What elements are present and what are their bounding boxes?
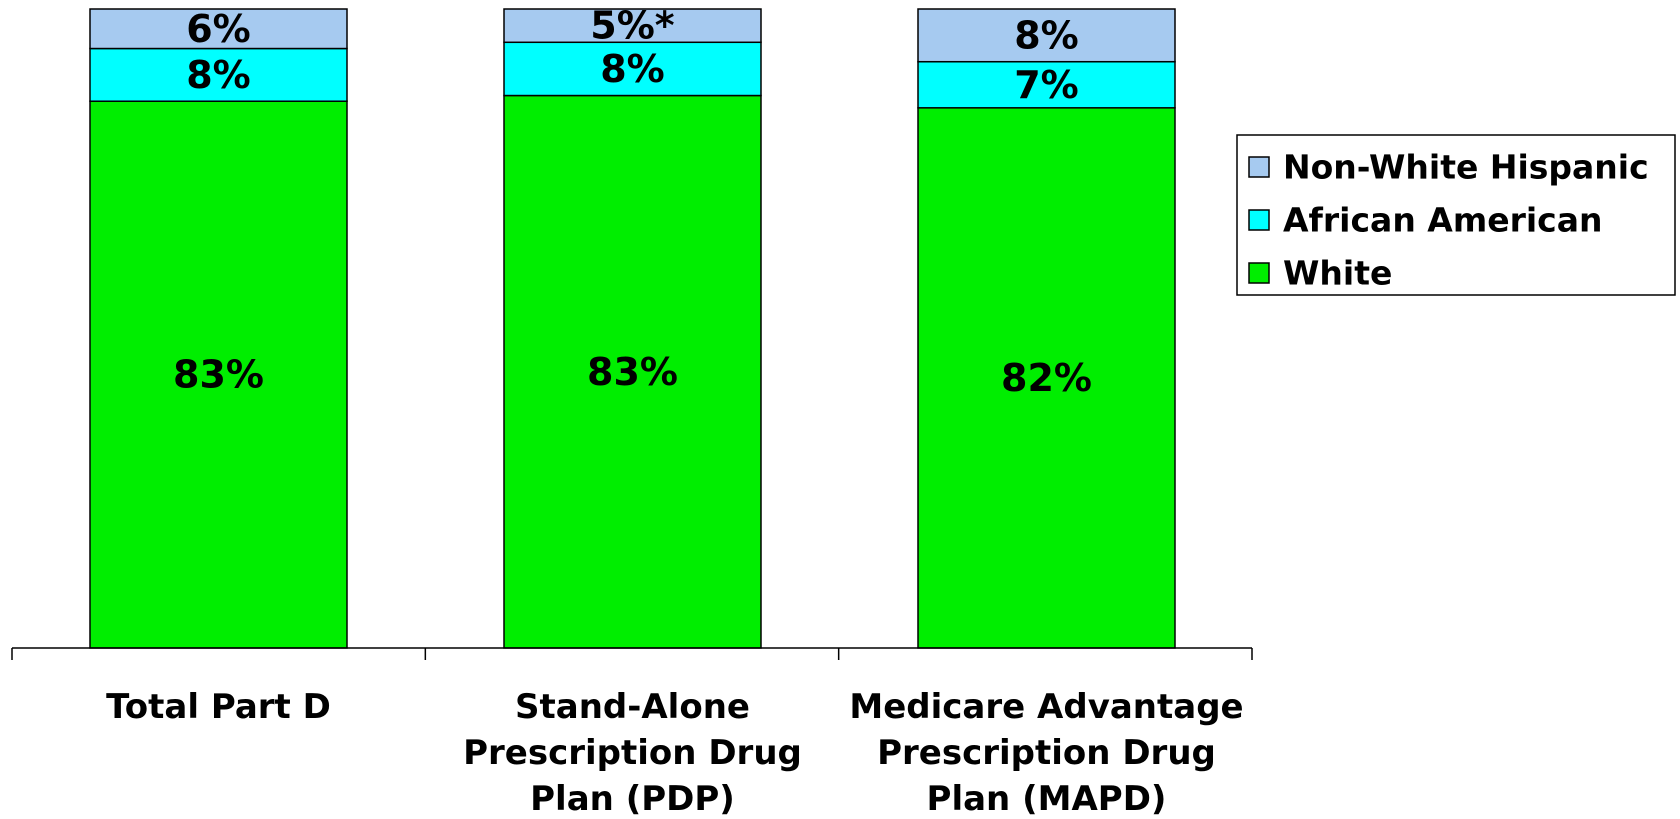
category-label-1: Total Part D xyxy=(106,687,331,727)
bar-segment-non-white-hispanic-3 xyxy=(917,8,1176,63)
legend-label-white: White xyxy=(1283,254,1392,293)
legend-swatch-non-white-hispanic xyxy=(1248,156,1270,178)
data-label-white-3: 82% xyxy=(1001,356,1092,400)
data-label-african-american-3: 7% xyxy=(1014,63,1079,107)
bar-segment-white-2 xyxy=(503,94,762,649)
data-label-white-1: 83% xyxy=(173,353,264,397)
x-axis xyxy=(11,647,1253,660)
legend-box xyxy=(1236,134,1676,296)
data-label-non-white-hispanic-3: 8% xyxy=(1014,13,1079,57)
data-label-african-american-2: 8% xyxy=(600,47,665,91)
data-label-non-white-hispanic-2: 5%* xyxy=(590,4,675,48)
data-label-non-white-hispanic-1: 6% xyxy=(186,7,251,51)
bar-segment-african-american-1 xyxy=(89,47,348,102)
bars-group: 83%8%6%83%8%5%*82%7%8% xyxy=(89,4,1176,649)
bar-segment-african-american-2 xyxy=(503,41,762,97)
legend-label-african-american: African American xyxy=(1283,201,1603,240)
bar-segment-non-white-hispanic-1 xyxy=(89,8,348,50)
category-label-2: Stand-Alone Prescription Drug Plan (PDP) xyxy=(463,687,802,819)
data-label-white-2: 83% xyxy=(587,350,678,394)
legend-swatch-white xyxy=(1248,262,1270,284)
bar-segment-non-white-hispanic-2 xyxy=(503,8,762,44)
legend-swatch-african-american xyxy=(1248,209,1270,231)
legend-label-non-white-hispanic: Non-White Hispanic xyxy=(1283,148,1649,187)
bar-segment-white-1 xyxy=(89,100,348,649)
data-label-african-american-1: 8% xyxy=(186,53,251,97)
legend: Non-White Hispanic African American White xyxy=(1236,134,1676,296)
category-labels: Total Part D Stand-Alone Prescription Drug… xyxy=(106,687,1243,819)
bar-segment-white-3 xyxy=(917,107,1176,649)
bar-segment-african-american-3 xyxy=(917,60,1176,109)
category-label-3: Medicare Advantage Prescription Drug Plan … xyxy=(849,687,1243,819)
